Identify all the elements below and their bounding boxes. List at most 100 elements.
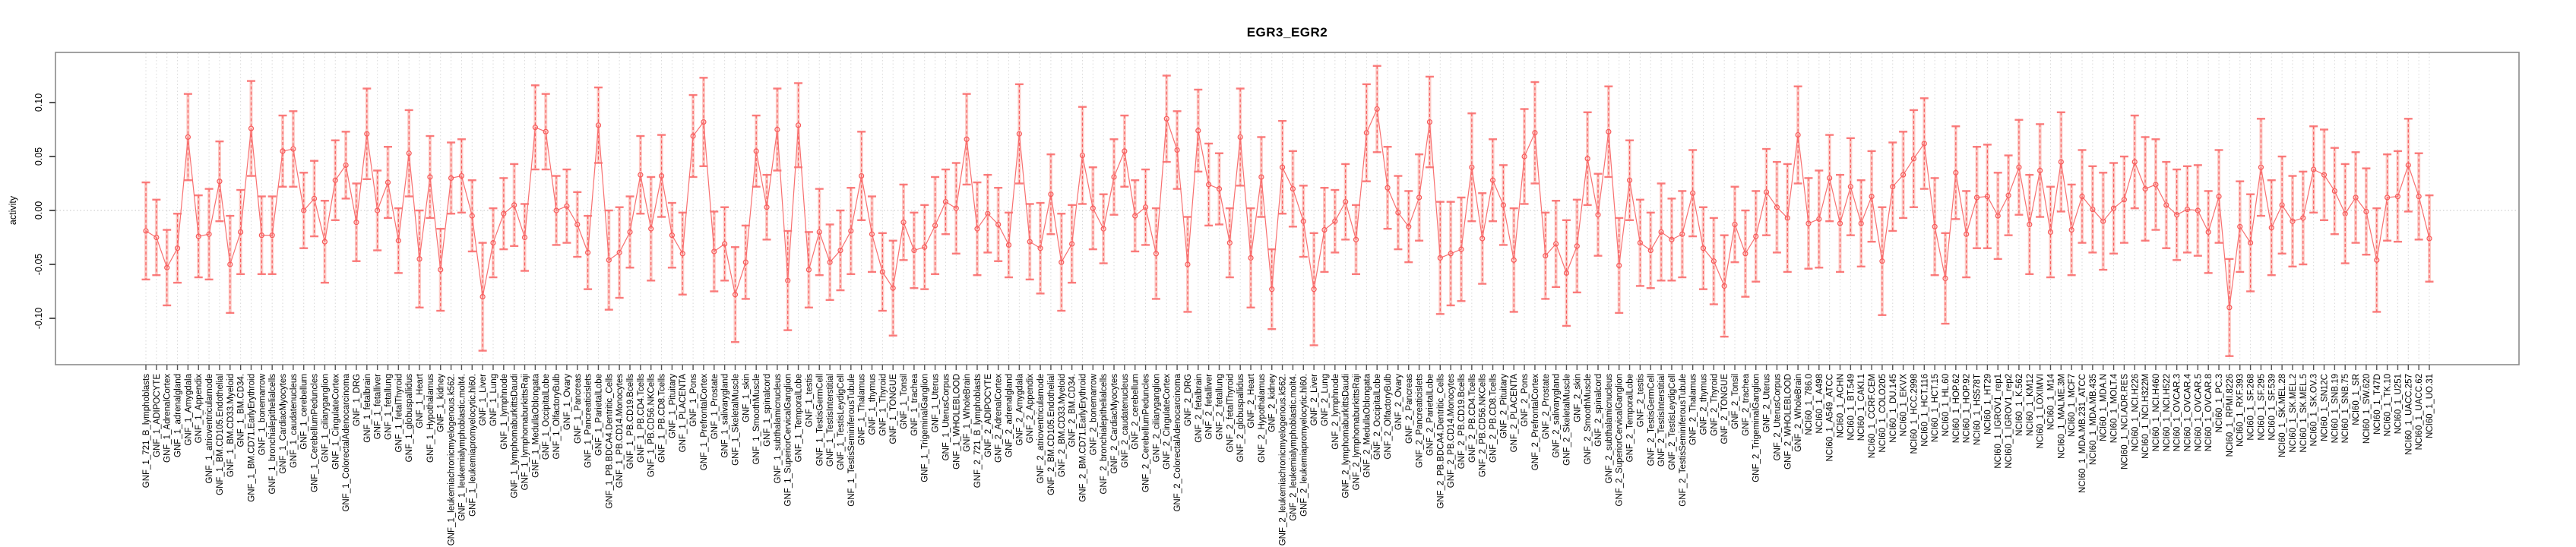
x-tick-label: NCI60_1_HCT.15 bbox=[1931, 374, 1940, 442]
data-point-marker bbox=[606, 257, 612, 263]
data-point-marker bbox=[416, 256, 422, 262]
data-point-marker bbox=[627, 229, 633, 235]
data-point-marker bbox=[1426, 119, 1433, 125]
data-point-marker bbox=[585, 249, 591, 255]
x-tick-label: NCI60_1_COLO205 bbox=[1878, 374, 1888, 453]
data-point-marker bbox=[1742, 251, 1748, 257]
data-point-marker bbox=[153, 234, 160, 241]
data-point-marker bbox=[1185, 261, 1191, 267]
data-point-marker bbox=[932, 223, 938, 229]
data-point-marker bbox=[2100, 218, 2106, 224]
data-point-marker bbox=[1669, 236, 1675, 242]
x-tick-label: GNF_2_Pancreaticislets bbox=[1416, 374, 1425, 468]
data-point-marker bbox=[995, 221, 1002, 228]
x-tick-label: GNF_1_DRG bbox=[353, 374, 362, 426]
x-tick-label: GNF_2_lymphomaburkittsDaudi bbox=[1342, 374, 1351, 498]
data-point-marker bbox=[2131, 159, 2138, 165]
data-point-marker bbox=[2027, 221, 2033, 228]
data-point-marker bbox=[1321, 226, 1328, 233]
data-point-marker bbox=[890, 285, 896, 291]
x-tick-label: NCI60_1_OVCAR.3 bbox=[2173, 374, 2182, 451]
data-point-marker bbox=[732, 292, 739, 298]
x-tick-label: NCI60_1_ACHN bbox=[1837, 374, 1846, 438]
x-tick-label: NCI60_1_SK.OV.3 bbox=[2310, 374, 2319, 446]
data-point-marker bbox=[385, 179, 391, 185]
data-point-marker bbox=[1543, 253, 1549, 259]
x-tick-label: GNF_2_Liver bbox=[1310, 374, 1319, 426]
x-tick-label: GNF_1_salivarygland bbox=[721, 374, 730, 458]
x-tick-label: GNF_2_BM.CD105.Endothelial bbox=[1047, 374, 1056, 495]
data-point-marker bbox=[321, 239, 328, 245]
x-tick-label: GNF_1_TestisGermCell bbox=[815, 374, 824, 466]
x-tick-label: GNF_1_PLACENTA bbox=[679, 374, 688, 453]
error-bars bbox=[141, 65, 2434, 357]
data-point-marker bbox=[521, 234, 528, 241]
x-tick-label: GNF_1_skin bbox=[742, 374, 751, 422]
x-tick-label: GNF_1_UterusCorpus bbox=[941, 374, 951, 461]
data-point-marker bbox=[2394, 193, 2401, 200]
data-point-marker bbox=[1100, 226, 1106, 232]
series-line bbox=[145, 107, 2430, 308]
x-tick-label: NCI60_1_HCT.116 bbox=[1920, 374, 1929, 447]
x-tick-label: GNF_2_bronchialepithelialcells bbox=[1100, 374, 1109, 495]
x-tick-label: GNF_2_CerebellumPeduncles bbox=[1142, 374, 1151, 492]
data-point-marker bbox=[1753, 233, 1759, 239]
data-point-marker bbox=[753, 148, 759, 154]
data-point-marker bbox=[1037, 245, 1043, 251]
data-point-marker bbox=[1574, 243, 1580, 249]
data-point-marker bbox=[1763, 189, 1770, 195]
data-point-marker bbox=[711, 248, 717, 255]
data-point-marker bbox=[2079, 193, 2085, 200]
x-tick-label: NCI60_1_OVCAR.4 bbox=[2183, 373, 2192, 451]
x-tick-label: NCI60_1_CAKI.1 bbox=[1857, 374, 1866, 441]
data-point-marker bbox=[1511, 257, 1517, 263]
x-tick-label: GNF_1_OlfactoryBulb bbox=[552, 374, 562, 460]
x-tick-label: GNF_2_Thyroid bbox=[1710, 374, 1719, 436]
x-tick-label: GNF_2_globuspallidus bbox=[1236, 374, 1245, 463]
x-tick-label: GNF_1_SuperiorCervicalGanglion bbox=[784, 374, 793, 507]
x-tick-label: GNF_2_SkeletalMuscle bbox=[1562, 374, 1571, 466]
data-point-marker bbox=[2426, 236, 2432, 242]
x-tick-label: GNF_1_PB.CD8.Tcells bbox=[658, 374, 667, 463]
data-point-marker bbox=[1237, 134, 1243, 141]
data-point-marker bbox=[2005, 192, 2011, 198]
x-tick-label: NCI60_1_SF.295 bbox=[2257, 374, 2266, 441]
data-point-marker bbox=[1279, 164, 1286, 170]
data-point-marker bbox=[1385, 185, 1391, 191]
x-tick-label: GNF_1_fetalliver bbox=[374, 374, 383, 439]
x-tick-label: GNF_1_OccipitalLobe bbox=[542, 374, 551, 460]
data-point-marker bbox=[1489, 177, 1496, 183]
x-tick-label: GNF_1_MedullaOblongata bbox=[531, 373, 540, 477]
data-point-marker bbox=[2268, 225, 2274, 231]
x-tick-labels: GNF_1_721_B_lymphoblasts GNF_1_ADIPOCYTE G… bbox=[142, 373, 2435, 545]
data-point-marker bbox=[1206, 182, 1212, 188]
x-tick-label: GNF_2_subthalamicnucleus bbox=[1605, 374, 1614, 484]
x-axis-ticks bbox=[145, 365, 2430, 370]
x-tick-label: GNF_1_fetallung bbox=[385, 374, 394, 440]
data-point-marker bbox=[1858, 220, 1864, 226]
data-point-marker bbox=[1595, 212, 1601, 218]
x-tick-label: NCI60_1_NCI.H322M bbox=[2141, 374, 2150, 459]
x-tick-label: GNF_2_Pancreas bbox=[1405, 374, 1414, 444]
x-tick-label: GNF_2_thymus bbox=[1699, 374, 1708, 435]
x-tick-label: GNF_1_atrioventricularnode bbox=[205, 374, 214, 483]
data-point-marker bbox=[2311, 166, 2317, 172]
data-point-marker bbox=[2321, 172, 2328, 178]
data-point-marker bbox=[364, 131, 370, 137]
x-tick-label: GNF_1_globuspallidus bbox=[405, 374, 414, 463]
x-tick-label: GNF_2_OlfactoryBulb bbox=[1384, 374, 1393, 460]
data-point-marker bbox=[2016, 164, 2022, 170]
data-point-marker bbox=[2153, 182, 2159, 188]
data-point-marker bbox=[301, 207, 307, 213]
data-point-marker bbox=[1437, 255, 1443, 261]
x-tick-label: GNF_1_Hypothalamus bbox=[426, 374, 435, 463]
x-tick-label: GNF_1_Ovary bbox=[563, 374, 572, 430]
data-point-marker bbox=[2205, 229, 2211, 235]
data-point-marker bbox=[1563, 270, 1570, 276]
gridlines bbox=[145, 53, 2430, 364]
x-tick-label: NCI60_1_SN12C bbox=[2321, 374, 2330, 441]
data-point-marker bbox=[2331, 188, 2337, 194]
x-tick-label: NCI60_1_SNB.19 bbox=[2331, 374, 2340, 443]
x-tick-label: NCI60_1_SK.MEL.5 bbox=[2299, 374, 2309, 453]
x-tick-label: GNF_2_ColorectalAdenocarcinoma bbox=[1173, 373, 1182, 511]
